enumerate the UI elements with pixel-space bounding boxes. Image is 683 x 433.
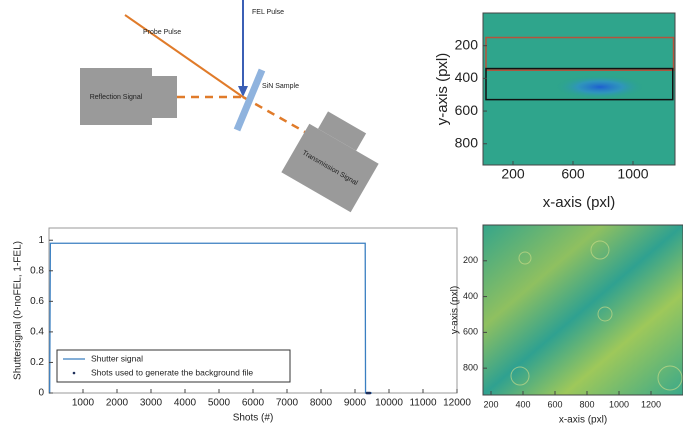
legend-box — [56, 349, 291, 383]
x-tick-label: 200 — [501, 166, 525, 182]
axes-frame — [482, 224, 683, 396]
y-tick-label: 0.2 — [30, 357, 44, 368]
transmission-beam — [242, 95, 306, 134]
transmission-body — [281, 123, 379, 213]
y-tick-label: 0 — [38, 388, 44, 399]
fel-arrow — [238, 86, 248, 97]
x-tick-label: 3000 — [140, 398, 163, 409]
x-tick-label: 7000 — [276, 398, 299, 409]
y-tick-label: 1 — [38, 235, 44, 246]
roi — [485, 67, 674, 101]
reflection-detector-head — [152, 76, 177, 118]
legend-swatch — [72, 371, 76, 375]
transmission-head — [318, 111, 367, 151]
x-tick-label: 1000 — [609, 399, 629, 409]
roi — [485, 36, 675, 71]
transmission-detector: Transmission Signal — [281, 111, 379, 213]
probe-label: Probe Pulse — [143, 29, 181, 36]
x-tick-label: 2000 — [106, 398, 129, 409]
x-tick-label: 1000 — [617, 166, 648, 182]
x-tick-label: 11000 — [409, 398, 437, 409]
y-tick-label: 0.6 — [30, 296, 44, 307]
y-axis-label: y-axis (pxl) — [434, 53, 451, 126]
x-tick-label: 1200 — [641, 399, 661, 409]
y-tick-label: 200 — [463, 255, 478, 265]
x-tick-label: 9000 — [344, 398, 367, 409]
y-tick-label: 600 — [455, 102, 479, 118]
sample — [233, 68, 266, 132]
y-axis-label: y-axis (pxl) — [450, 286, 461, 334]
legend-label: Shutter signal — [91, 353, 143, 363]
reflection-label: Reflection Signal — [90, 94, 143, 101]
x-tick-label: 600 — [547, 399, 562, 409]
setup-diagram: Transmission Signal Probe Pulse FEL Puls… — [80, 0, 379, 213]
fringes — [510, 240, 683, 391]
y-tick-label: 200 — [455, 36, 479, 52]
legend-label: Shots used to generate the background fi… — [91, 367, 253, 377]
reflection-detector — [80, 68, 152, 125]
y-tick-label: 800 — [463, 363, 478, 373]
y-tick-label: 400 — [463, 291, 478, 301]
point — [368, 391, 372, 395]
x-tick-label: 5000 — [208, 398, 231, 409]
detector-image — [483, 225, 683, 395]
x-tick-label: 12000 — [443, 398, 471, 409]
y-axis-label: Shuttersignal (0-noFEL, 1-FEL) — [13, 241, 24, 380]
x-tick-label: 600 — [561, 166, 585, 182]
probe-beam — [124, 14, 244, 98]
y-tick-label: 600 — [463, 327, 478, 337]
y-tick-label: 0.8 — [30, 265, 44, 276]
x-tick-label: 1000 — [72, 398, 95, 409]
x-tick-label: 6000 — [242, 398, 265, 409]
x-tick-label: 4000 — [174, 398, 197, 409]
fel-label: FEL Pulse — [252, 9, 284, 16]
axes-frame — [482, 12, 676, 166]
y-tick-label: 400 — [455, 69, 479, 85]
y-tick-label: 800 — [455, 134, 479, 150]
y-tick-label: 0.4 — [30, 327, 44, 338]
x-tick-label: 800 — [579, 399, 594, 409]
x-axis-label: x-axis (pxl) — [559, 415, 607, 426]
x-tick-label: 8000 — [310, 398, 333, 409]
x-tick-label: 200 — [483, 399, 498, 409]
x-axis-label: x-axis (pxl) — [543, 194, 616, 211]
x-tick-label: 10000 — [375, 398, 403, 409]
sample-label: SiN Sample — [262, 83, 299, 90]
signal-spot — [555, 75, 645, 99]
x-axis-label: Shots (#) — [233, 413, 274, 424]
x-tick-label: 400 — [515, 399, 530, 409]
